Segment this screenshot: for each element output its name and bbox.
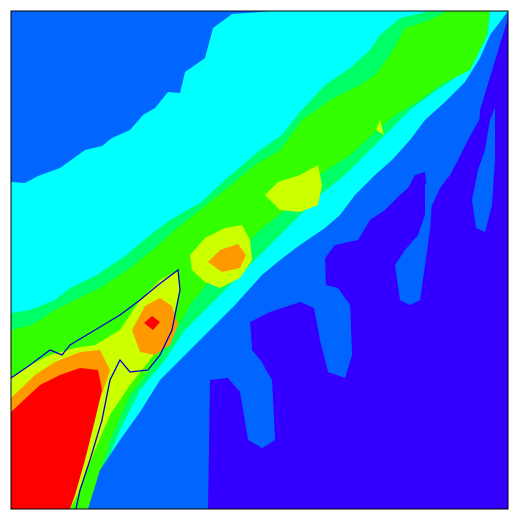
contour-line-navy-main [11,268,181,509]
contour-region-red-peak [144,316,160,330]
contour-region-blue-topleft [11,11,275,183]
plot-frame [10,10,509,510]
contour-region-yellow-island-3 [376,120,384,135]
contour-region-red-bottomleft [11,368,102,509]
contour-regions [11,11,508,509]
contour-region-blue-finger-1 [208,252,352,509]
contour-region-yellow-island-2 [265,165,322,212]
contour-region-green-band [11,11,490,509]
contour-region-violet [208,18,508,509]
contour-region-blue-finger-3 [472,108,495,232]
contour-region-orange-ridge-2 [208,244,246,272]
contour-lines [11,268,181,509]
contour-region-blue-finger-2 [395,175,432,305]
